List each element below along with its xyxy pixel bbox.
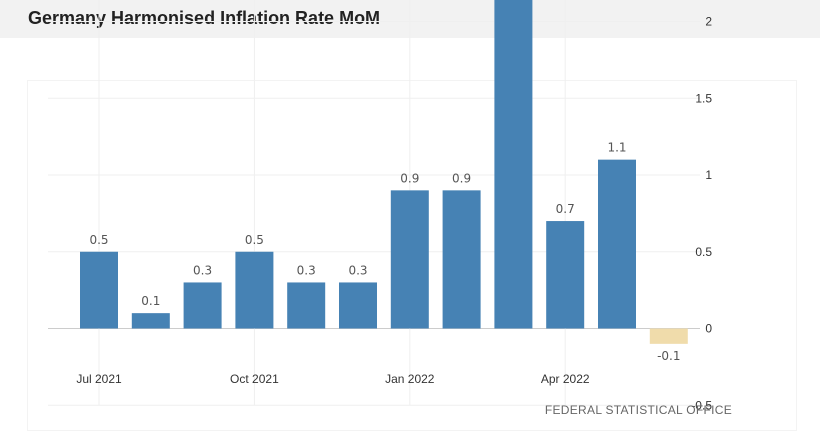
- y-tick-label: 1.5: [695, 91, 712, 105]
- bar: [131, 313, 170, 329]
- y-tick-label: 0.5: [695, 245, 712, 259]
- bar: [649, 328, 688, 344]
- data-labels: 0.50.10.30.50.30.30.90.92.50.71.1-0.1: [89, 141, 680, 363]
- data-label: 0.9: [400, 171, 419, 185]
- data-label: 0.9: [452, 171, 471, 185]
- bar: [442, 190, 481, 329]
- y-tick-label: 2: [705, 15, 712, 29]
- x-tick-label: Apr 2022: [541, 372, 590, 386]
- data-label: 0.5: [245, 233, 264, 247]
- data-label: 0.1: [141, 294, 160, 308]
- data-label: 0.5: [89, 233, 108, 247]
- x-tick-label: Jul 2021: [76, 372, 122, 386]
- y-tick-label: -0.5: [691, 398, 712, 412]
- y-tick-label: 0: [705, 322, 712, 336]
- data-label: 0.7: [556, 202, 575, 216]
- data-label: 0.3: [193, 263, 212, 277]
- source-label: FEDERAL STATISTICAL OFFICE: [545, 403, 732, 417]
- bar: [183, 282, 222, 329]
- bar: [339, 282, 377, 329]
- data-label: 0.3: [348, 263, 367, 277]
- bars: [80, 0, 688, 344]
- bar: [598, 159, 636, 329]
- bar: [546, 221, 585, 329]
- bar: [80, 251, 118, 329]
- bar: [235, 251, 274, 329]
- y-axis: 32.521.510.50-0.5: [691, 15, 712, 413]
- data-label: 0.3: [297, 263, 316, 277]
- bar: [390, 190, 429, 329]
- bar: [287, 282, 326, 329]
- chart-title: Germany Harmonised Inflation Rate MoM: [28, 8, 381, 28]
- x-axis: Jul 2021 Oct 2021 Jan 2022 Apr 2022: [76, 372, 590, 386]
- bar: [494, 0, 533, 329]
- data-label: -0.1: [657, 349, 680, 363]
- data-label: 1.1: [607, 141, 626, 155]
- y-tick-label: 1: [705, 168, 712, 182]
- x-tick-label: Jan 2022: [385, 372, 435, 386]
- x-tick-label: Oct 2021: [230, 372, 279, 386]
